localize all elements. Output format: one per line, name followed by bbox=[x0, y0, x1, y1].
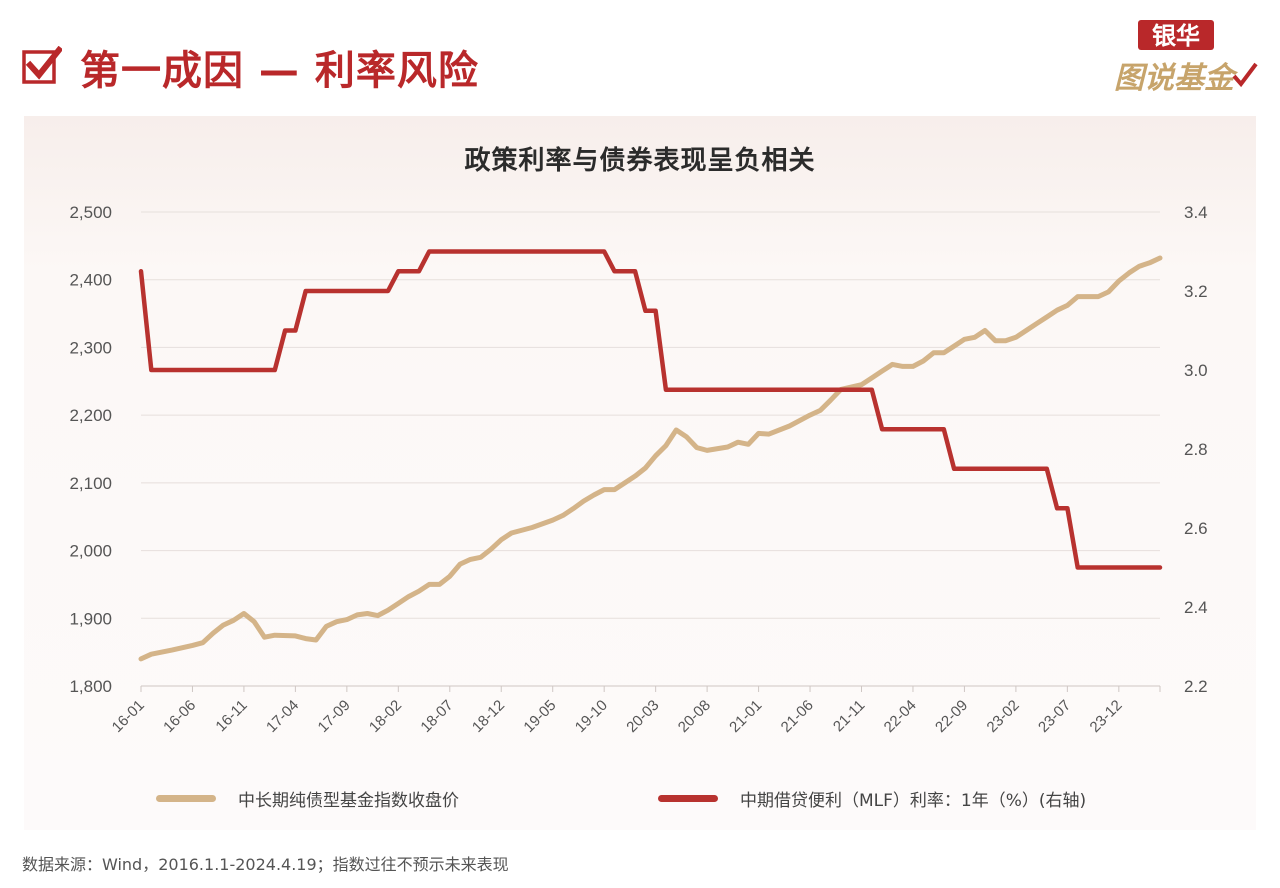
legend-label-mlf-rate: 中期借贷便利（MLF）利率：1年（%）(右轴) bbox=[740, 786, 1086, 811]
y-right-tick-label: 3.4 bbox=[1184, 203, 1208, 222]
y-left-tick-label: 2,100 bbox=[69, 474, 112, 493]
y-right-tick-label: 3.0 bbox=[1184, 361, 1208, 380]
x-tick-label: 17-09 bbox=[315, 697, 354, 736]
legend-item-bond-index: 中长期纯债型基金指数收盘价 bbox=[156, 784, 576, 814]
x-tick-label: 21-06 bbox=[778, 697, 817, 736]
y-left-tick-label: 2,300 bbox=[69, 338, 112, 357]
y-left-tick-label: 2,400 bbox=[69, 271, 112, 290]
x-tick-label: 18-07 bbox=[417, 697, 456, 736]
x-tick-label: 20-08 bbox=[675, 697, 714, 736]
x-tick-label: 16-11 bbox=[212, 697, 250, 735]
y-left-tick-label: 2,000 bbox=[69, 542, 112, 561]
x-tick-label: 22-04 bbox=[881, 697, 920, 736]
x-tick-label: 17-04 bbox=[263, 697, 302, 736]
legend-item-mlf-rate: 中期借贷便利（MLF）利率：1年（%）(右轴) bbox=[658, 784, 1178, 814]
y-left-tick-label: 1,900 bbox=[69, 609, 112, 628]
x-tick-label: 16-06 bbox=[160, 697, 199, 736]
x-tick-label: 21-01 bbox=[726, 697, 765, 736]
y-right-tick-label: 2.8 bbox=[1184, 440, 1208, 459]
y-left-tick-label: 2,200 bbox=[69, 406, 112, 425]
series-line-mlf-rate bbox=[141, 252, 1160, 568]
y-right-tick-label: 2.2 bbox=[1184, 677, 1208, 696]
x-tick-label: 23-12 bbox=[1087, 697, 1126, 736]
series-line-bond-index bbox=[141, 258, 1160, 659]
legend-swatch-bond-index bbox=[156, 795, 216, 802]
y-left-tick-label: 2,500 bbox=[69, 203, 112, 222]
x-tick-label: 16-01 bbox=[109, 697, 148, 736]
y-right-tick-label: 3.2 bbox=[1184, 282, 1208, 301]
y-left-tick-label: 1,800 bbox=[69, 677, 112, 696]
legend-label-bond-index: 中长期纯债型基金指数收盘价 bbox=[238, 786, 459, 811]
x-tick-label: 19-05 bbox=[520, 697, 559, 736]
x-tick-label: 18-02 bbox=[366, 697, 405, 736]
x-tick-label: 23-07 bbox=[1035, 697, 1074, 736]
x-tick-label: 20-03 bbox=[623, 697, 662, 736]
x-tick-label: 21-11 bbox=[830, 697, 868, 735]
footnote: 数据来源：Wind，2016.1.1-2024.4.19；指数过往不预示未来表现 bbox=[22, 851, 509, 875]
x-tick-label: 23-02 bbox=[984, 697, 1023, 736]
y-right-tick-label: 2.4 bbox=[1184, 598, 1208, 617]
legend-swatch-mlf-rate bbox=[658, 795, 718, 802]
x-tick-label: 18-12 bbox=[469, 697, 508, 736]
y-right-tick-label: 2.6 bbox=[1184, 519, 1208, 538]
x-tick-label: 22-09 bbox=[932, 697, 971, 736]
x-tick-label: 19-10 bbox=[572, 697, 611, 736]
